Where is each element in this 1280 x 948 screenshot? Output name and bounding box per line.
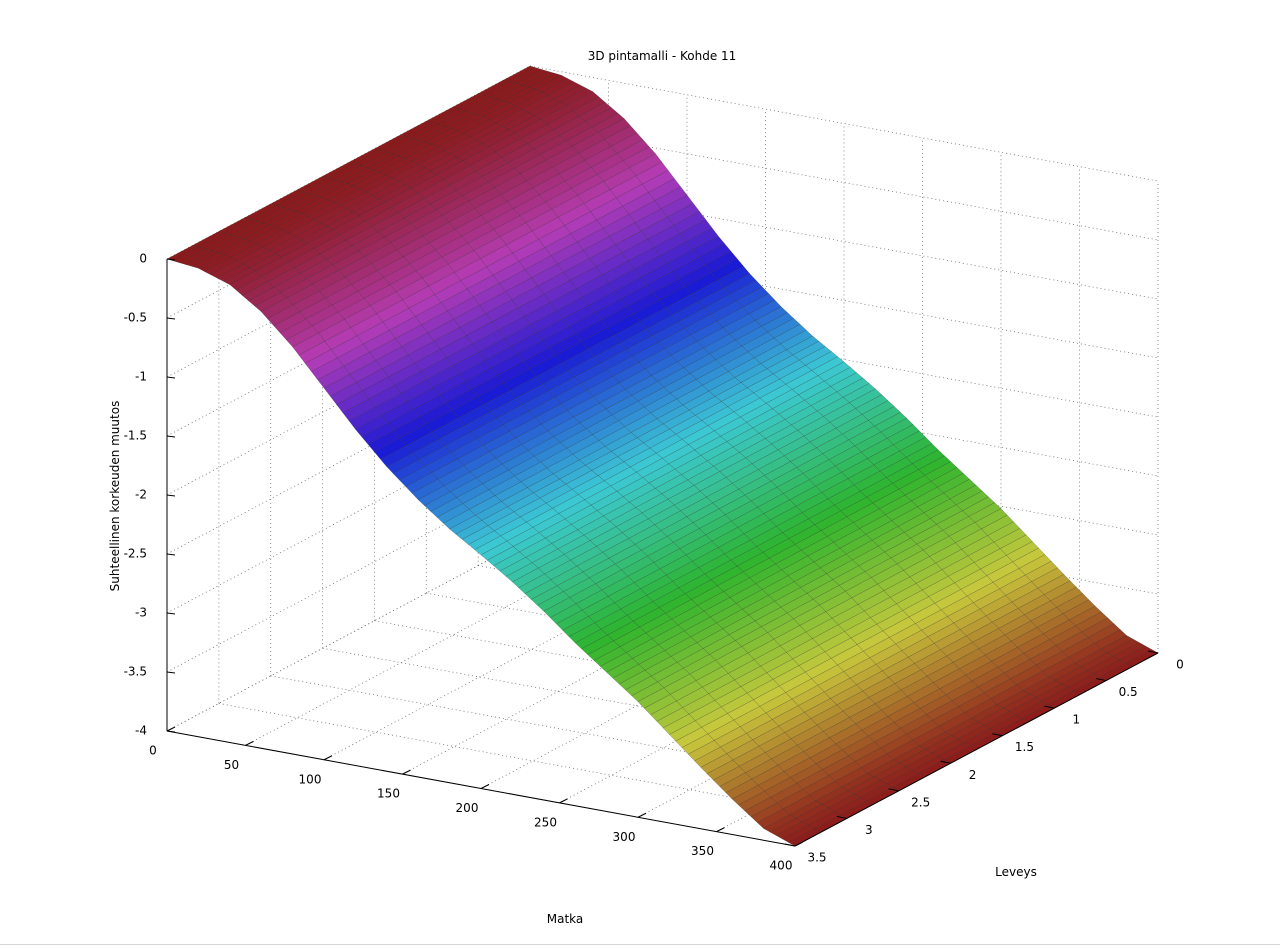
- y-axis-tick: [784, 843, 796, 847]
- x-axis-tick: [637, 812, 647, 818]
- y-tick-label: 2: [969, 768, 977, 782]
- y-axis-tick: [888, 788, 899, 792]
- floor-grid-line-x: [402, 580, 766, 775]
- floor-grid-line-x: [637, 623, 1002, 818]
- back-wall-grid-line-z: [529, 301, 1159, 418]
- left-wall-grid-line-z: [166, 183, 531, 378]
- z-axis-tick: [166, 317, 176, 320]
- y-axis-line: [794, 652, 1159, 847]
- x-tick-label: 200: [456, 801, 479, 815]
- y-tick-label: 1.5: [1015, 740, 1034, 754]
- axes-layer: 0 50 100 150 200 250 300 350 400 0 0.5 1 1.5 2 2.5 3 3.5…: [124, 252, 1184, 873]
- x-tick-label: 400: [770, 859, 793, 873]
- left-wall-grid-line-z: [166, 242, 531, 437]
- floor-grid-line-x: [480, 595, 845, 789]
- x-tick-label: 100: [299, 772, 322, 786]
- window-bottom-border: [0, 944, 1280, 945]
- y-tick-label: 2.5: [911, 795, 930, 809]
- x-axis-tick: [166, 726, 176, 732]
- back-wall-grid-line-z: [529, 183, 1159, 300]
- back-wall-grid-line-z: [529, 124, 1159, 241]
- x-tick-label: 150: [377, 787, 400, 801]
- y-axis-tick: [940, 760, 951, 764]
- z-axis-tick: [166, 435, 176, 438]
- z-axis-tick: [166, 730, 176, 733]
- z-tick-label: -1.5: [124, 429, 147, 443]
- floor-grid-line-x: [559, 609, 923, 804]
- z-axis-tick: [166, 494, 176, 497]
- z-tick-label: 0: [139, 252, 147, 266]
- back-wall-grid-line-z: [529, 242, 1159, 359]
- back-wall-grid-line-z: [529, 419, 1159, 536]
- x-tick-label: 0: [149, 744, 157, 758]
- z-axis-label: Suhteellinen korkeuden muutos: [108, 401, 122, 592]
- x-axis-tick: [794, 841, 804, 847]
- back-wall-grid-line-z: [529, 360, 1159, 477]
- y-tick-label: 3.5: [807, 851, 826, 865]
- left-wall-grid-line-z: [166, 301, 531, 496]
- y-tick-label: 1: [1072, 713, 1080, 727]
- x-tick-label: 50: [224, 758, 239, 772]
- x-tick-label: 300: [613, 830, 636, 844]
- z-tick-label: -4: [135, 724, 147, 738]
- left-wall-grid-line-z: [166, 360, 531, 555]
- z-axis-tick: [166, 553, 176, 556]
- x-axis-tick: [559, 798, 568, 804]
- y-axis-tick: [1044, 705, 1055, 709]
- y-axis-tick: [1147, 650, 1159, 654]
- z-tick-label: -3.5: [124, 665, 147, 679]
- y-axis-label: Leveys: [995, 865, 1037, 879]
- z-tick-label: -3: [135, 606, 147, 620]
- z-tick-label: -1: [135, 370, 147, 384]
- left-wall-grid-line-z: [166, 124, 531, 319]
- y-axis-tick: [836, 815, 847, 819]
- x-axis-tick: [245, 740, 254, 746]
- x-axis-tick: [716, 827, 725, 833]
- z-tick-label: -2.5: [124, 547, 147, 561]
- z-axis-tick: [166, 612, 176, 615]
- y-axis-tick: [992, 733, 1003, 737]
- x-axis-label: Matka: [547, 912, 584, 926]
- y-tick-label: 3: [865, 823, 873, 837]
- z-tick-label: -0.5: [124, 311, 147, 325]
- x-axis-tick: [323, 755, 333, 761]
- x-axis-tick: [402, 769, 411, 775]
- floor-grid-line-x: [323, 566, 688, 761]
- z-axis-tick: [166, 258, 176, 261]
- y-tick-label: 0: [1176, 658, 1184, 672]
- left-wall-grid-line-z: [166, 419, 531, 614]
- floor-grid-line-x: [166, 537, 531, 732]
- x-axis-tick: [480, 784, 490, 789]
- left-wall-grid-line-z: [166, 537, 531, 732]
- z-tick-label: -2: [135, 488, 147, 502]
- left-wall-grid-line-z: [166, 478, 531, 673]
- z-axis-tick: [166, 671, 176, 674]
- z-axis-tick: [166, 376, 176, 379]
- y-axis-tick: [1096, 678, 1107, 682]
- back-wall-grid-line-z: [529, 65, 1159, 182]
- floor-grid-line-x: [245, 552, 609, 746]
- chart-title: 3D pintamalli - Kohde 11: [588, 49, 737, 63]
- y-tick-label: 0.5: [1119, 685, 1138, 699]
- x-tick-label: 350: [691, 844, 714, 858]
- surface-mesh: [166, 65, 1159, 847]
- x-tick-label: 250: [534, 815, 557, 829]
